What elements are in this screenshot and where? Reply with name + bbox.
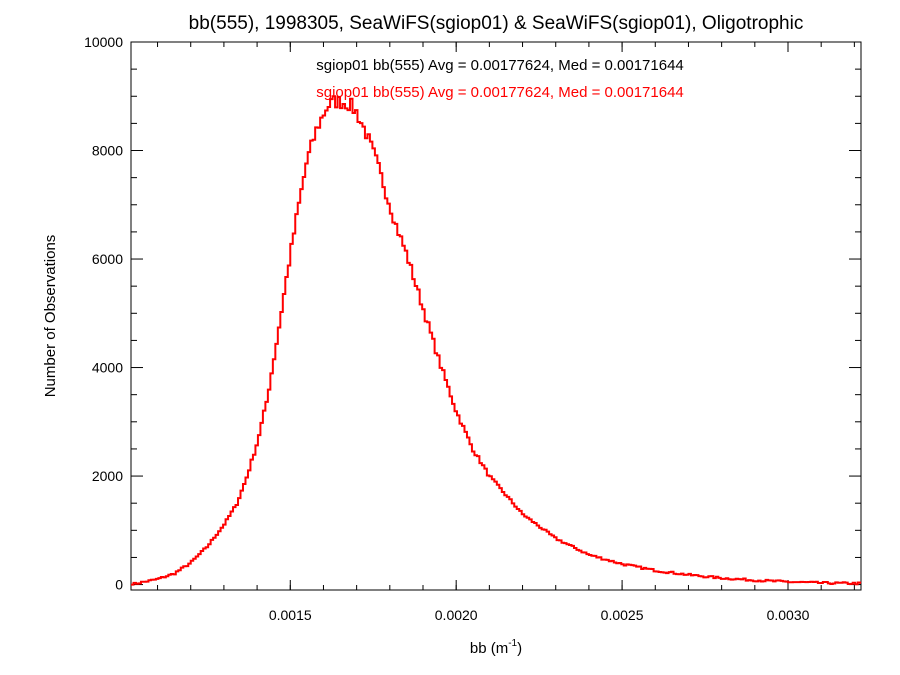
annotation-black: sgiop01 bb(555) Avg = 0.00177624, Med = …: [316, 57, 684, 74]
axis-ticks: [131, 41, 861, 590]
x-tick-label: 0.0025: [601, 607, 644, 623]
annotation-red: sgiop01 bb(555) Avg = 0.00177624, Med = …: [316, 84, 684, 101]
series-line: [131, 95, 862, 586]
x-axis-label: bb (m-1): [470, 638, 522, 657]
y-axis-label: Number of Observations: [42, 235, 59, 398]
y-tick-label: 6000: [92, 251, 123, 267]
y-tick-label: 10000: [84, 34, 123, 50]
y-tick-label: 0: [115, 577, 123, 593]
x-axis-label-main: bb (m: [470, 640, 508, 657]
y-tick-label: 2000: [92, 468, 123, 484]
y-tick-label: 4000: [92, 360, 123, 376]
y-tick-label: 8000: [92, 143, 123, 159]
x-tick-label: 0.0020: [435, 607, 478, 623]
x-axis-label-sup: -1: [508, 638, 517, 649]
axis-tick-labels: 0.0015 0.0020 0.0025 0.0030 0 2000 4000 6000 800…: [84, 34, 810, 623]
x-axis-label-close: ): [517, 640, 522, 657]
x-tick-label: 0.0030: [767, 607, 810, 623]
chart-title: bb(555), 1998305, SeaWiFS(sgiop01) & Sea…: [189, 13, 804, 34]
x-tick-label: 0.0015: [269, 607, 312, 623]
plot-frame: [130, 41, 862, 591]
